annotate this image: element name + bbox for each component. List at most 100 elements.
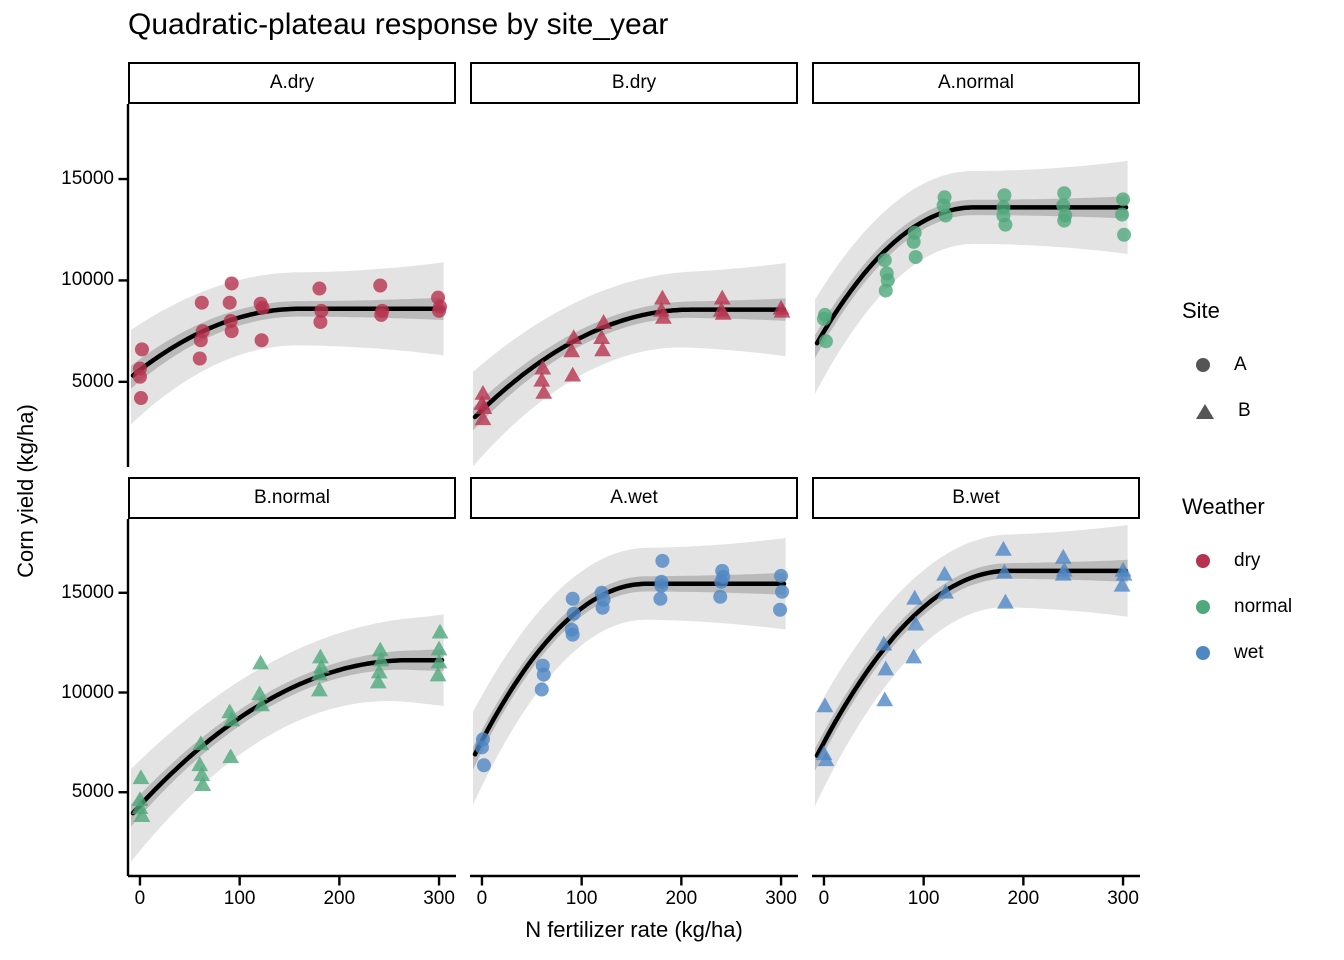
data-point (476, 758, 491, 773)
data-point (312, 281, 327, 296)
data-point (191, 756, 209, 772)
confidence-ribbon (131, 297, 444, 389)
data-point (429, 666, 447, 682)
site-triangle-key-icon (1196, 403, 1214, 419)
data-point (474, 740, 489, 755)
data-point (534, 359, 552, 375)
data-point (131, 799, 149, 814)
data-point (878, 283, 893, 298)
data-point (937, 583, 954, 599)
facet-strip-label: B.wet (952, 487, 1000, 508)
data-point (1054, 565, 1072, 581)
data-point (566, 606, 581, 621)
data-point (223, 313, 238, 328)
data-point (314, 303, 329, 318)
data-point (908, 250, 923, 265)
data-point (594, 341, 611, 357)
data-point (536, 667, 551, 682)
data-point (595, 314, 612, 329)
data-point (431, 623, 449, 639)
data-point (714, 574, 729, 589)
legend-site-item-A: A (1178, 342, 1344, 388)
data-point (534, 682, 549, 697)
data-point (818, 334, 833, 349)
data-point (816, 311, 831, 326)
data-point (370, 663, 388, 679)
x-axis-tick-label: 100 (223, 888, 256, 909)
x-axis-tick-label: 300 (423, 888, 455, 909)
data-point (565, 329, 583, 345)
data-point (131, 791, 149, 807)
facet-panel-A.dry (130, 262, 448, 425)
facet-strip-label: B.normal (253, 487, 331, 508)
x-axis-tick-label: 300 (1107, 888, 1139, 909)
prediction-ribbon (815, 525, 1128, 806)
weather-normal-key-icon (1196, 600, 1210, 614)
y-axis-tick-label: 15000 (61, 168, 114, 190)
legend-weather-item-wet: wet (1178, 630, 1344, 676)
confidence-ribbon (815, 196, 1128, 358)
y-axis-tick-label: 10000 (61, 681, 114, 703)
data-point (475, 399, 493, 414)
legend-weather-item-dry: dry (1178, 538, 1344, 584)
data-point (374, 307, 389, 322)
x-axis-tick-label: 200 (323, 888, 356, 909)
data-point (1054, 548, 1072, 564)
data-point (907, 615, 925, 631)
facet-strip-label: B.dry (611, 72, 657, 93)
data-point (373, 278, 388, 293)
data-point (876, 691, 894, 707)
weather-wet-key-icon (1196, 646, 1210, 660)
x-axis-title: N fertilizer rate (kg/ha) (525, 917, 743, 942)
facet-panel-B.dry (472, 263, 791, 467)
data-point (773, 602, 788, 617)
data-point (192, 351, 207, 366)
prediction-ribbon (815, 160, 1128, 394)
y-axis-tick-label: 5000 (71, 781, 114, 803)
facet-strip: B.wet (812, 477, 1140, 519)
data-point (533, 371, 551, 387)
data-point (222, 748, 240, 764)
legend-site-item-B: B (1178, 388, 1344, 434)
data-point (133, 391, 148, 406)
x-axis-tick-label: 0 (818, 888, 830, 909)
prediction-ribbon (473, 538, 786, 805)
facet-strip: A.wet (470, 477, 798, 519)
data-point (817, 751, 835, 767)
data-point (474, 410, 492, 426)
data-point (565, 627, 580, 642)
x-axis-tick-label: 200 (1007, 888, 1040, 909)
data-point (1057, 186, 1072, 201)
legend-label: normal (1234, 596, 1293, 617)
facet-panel-B.normal (130, 614, 449, 862)
data-point (1115, 207, 1130, 222)
data-point (875, 635, 893, 651)
data-point (997, 188, 1012, 203)
facet-strip: A.normal (812, 62, 1140, 104)
data-point (224, 276, 239, 291)
data-point (1116, 192, 1131, 207)
facet-strip-label: A.wet (610, 487, 658, 508)
y-axis-tick-label: 10000 (61, 269, 114, 291)
fitted-curve (130, 306, 445, 378)
data-point (313, 315, 328, 330)
data-point (653, 591, 668, 606)
data-point (564, 366, 582, 382)
data-point (1115, 565, 1133, 581)
data-point (133, 807, 151, 822)
legend-site-title: Site (1182, 298, 1220, 323)
data-point (221, 703, 239, 719)
data-point (713, 589, 728, 604)
data-point (372, 651, 390, 667)
data-point (773, 302, 791, 318)
legend-weather-item-normal: normal (1178, 584, 1344, 630)
fitted-curve (814, 568, 1129, 758)
legend-label: wet (1234, 642, 1264, 663)
data-point (877, 253, 892, 268)
legend-label: dry (1234, 550, 1261, 571)
data-point (906, 589, 924, 605)
facet-strip-label: A.dry (269, 72, 315, 93)
legend-label: A (1234, 354, 1247, 375)
